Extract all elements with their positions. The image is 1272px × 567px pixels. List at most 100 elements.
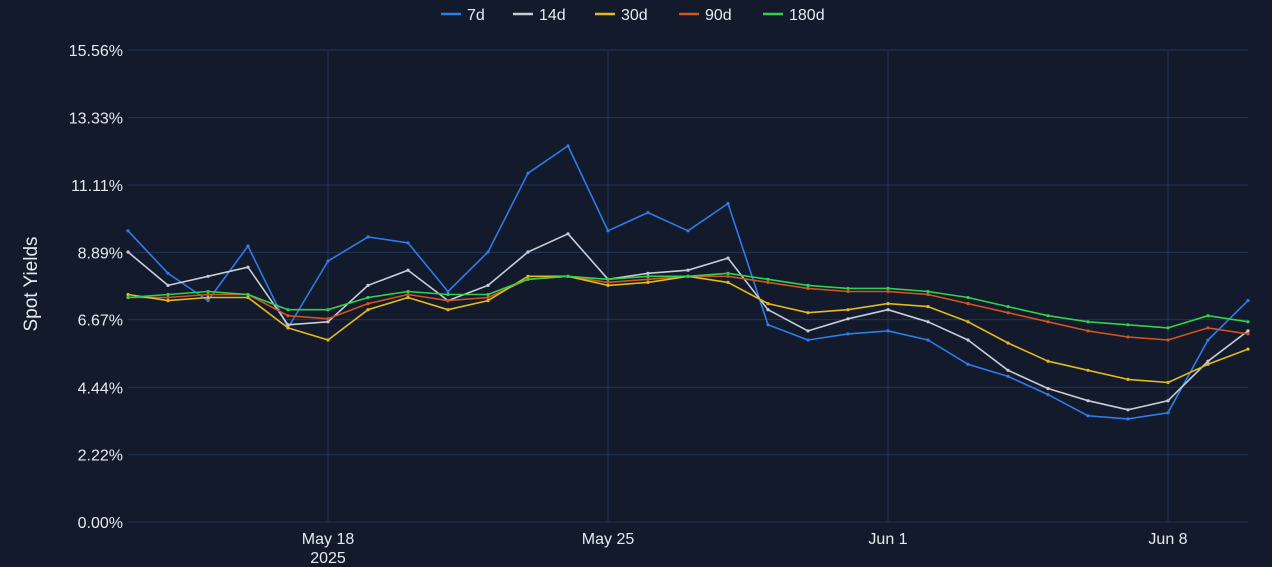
- series-line-14d: [127, 233, 1249, 411]
- data-point-90d: [766, 280, 770, 284]
- data-point-30d: [766, 302, 770, 306]
- data-point-14d: [566, 232, 570, 236]
- data-point-180d: [1166, 326, 1170, 330]
- data-point-180d: [126, 295, 130, 300]
- data-point-180d: [406, 289, 410, 294]
- y-tick-label: 11.11%: [71, 178, 123, 195]
- data-point-90d: [1246, 332, 1250, 336]
- data-point-14d: [366, 283, 370, 287]
- data-point-30d: [606, 283, 610, 287]
- data-point-30d: [1166, 380, 1170, 385]
- data-point-180d: [726, 271, 730, 275]
- data-point-7d: [166, 271, 170, 275]
- data-point-180d: [326, 308, 330, 312]
- data-point-7d: [1166, 411, 1170, 415]
- data-point-7d: [926, 338, 930, 342]
- data-point-14d: [966, 338, 970, 342]
- data-point-7d: [806, 338, 810, 342]
- data-point-90d: [166, 295, 170, 300]
- legend-item-180d[interactable]: 180d: [763, 7, 825, 24]
- data-point-90d: [806, 286, 810, 290]
- data-point-7d: [846, 332, 850, 336]
- data-point-30d: [646, 280, 650, 284]
- data-point-30d: [1086, 368, 1090, 372]
- legend-label: 90d: [705, 7, 732, 24]
- data-point-90d: [846, 289, 850, 294]
- data-point-180d: [1006, 305, 1010, 309]
- x-axis: May 18 2025 May 25 Jun 1 Jun 8: [302, 531, 1188, 567]
- data-point-7d: [686, 229, 690, 233]
- data-point-14d: [526, 250, 530, 254]
- legend-item-7d[interactable]: 7d: [441, 7, 485, 24]
- data-point-14d: [846, 317, 850, 321]
- data-point-90d: [486, 295, 490, 300]
- data-point-14d: [1046, 386, 1050, 391]
- data-point-180d: [566, 274, 570, 278]
- data-point-30d: [526, 274, 530, 278]
- data-point-30d: [406, 295, 410, 300]
- data-point-14d: [1166, 399, 1170, 403]
- legend-label: 14d: [539, 7, 566, 24]
- data-point-30d: [126, 292, 130, 297]
- data-point-90d: [1046, 320, 1050, 324]
- data-point-7d: [1046, 393, 1050, 397]
- legend[interactable]: 7d 14d 30d 90d 180d: [441, 7, 825, 24]
- data-point-30d: [1126, 377, 1130, 381]
- y-axis: 0.00% 2.22% 4.44% 6.67% 8.89% 11.11% 13.33% 15.…: [69, 43, 123, 532]
- data-point-30d: [886, 302, 890, 306]
- y-tick-label: 4.44%: [78, 380, 123, 397]
- data-point-14d: [926, 320, 930, 324]
- data-point-30d: [366, 308, 370, 312]
- data-point-7d: [326, 259, 330, 263]
- data-point-90d: [886, 289, 890, 294]
- data-point-7d: [726, 201, 730, 206]
- data-point-90d: [1206, 326, 1210, 330]
- data-point-30d: [206, 295, 210, 300]
- data-point-7d: [126, 229, 130, 233]
- data-point-14d: [246, 265, 250, 269]
- y-tick-label: 6.67%: [78, 313, 123, 330]
- data-point-30d: [286, 326, 290, 330]
- data-point-30d: [806, 311, 810, 315]
- data-point-180d: [246, 292, 250, 297]
- legend-item-90d[interactable]: 90d: [679, 7, 732, 24]
- legend-item-14d[interactable]: 14d: [513, 7, 566, 24]
- data-point-90d: [1166, 338, 1170, 342]
- x-tick-sublabel: 2025: [310, 550, 346, 567]
- data-point-7d: [366, 235, 370, 239]
- data-point-7d: [606, 229, 610, 233]
- data-point-90d: [326, 317, 330, 321]
- x-tick-label: May 25: [582, 531, 635, 548]
- data-point-14d: [686, 268, 690, 272]
- data-point-14d: [406, 268, 410, 272]
- y-tick-label: 2.22%: [78, 448, 123, 465]
- legend-label: 30d: [621, 7, 648, 24]
- data-point-180d: [1046, 314, 1050, 318]
- data-point-90d: [406, 292, 410, 297]
- data-point-14d: [206, 274, 210, 278]
- data-point-180d: [286, 308, 290, 312]
- legend-label: 7d: [467, 7, 485, 24]
- data-point-7d: [406, 241, 410, 245]
- data-point-14d: [1126, 408, 1130, 412]
- data-point-180d: [846, 286, 850, 290]
- data-point-7d: [1206, 338, 1210, 342]
- data-point-90d: [366, 302, 370, 306]
- x-tick-label: May 18: [302, 531, 355, 548]
- data-point-90d: [1006, 311, 1010, 315]
- legend-item-30d[interactable]: 30d: [595, 7, 648, 24]
- data-point-90d: [606, 280, 610, 284]
- data-point-180d: [926, 289, 930, 294]
- data-point-180d: [606, 277, 610, 281]
- data-point-90d: [206, 292, 210, 297]
- data-point-14d: [1006, 368, 1010, 372]
- data-point-180d: [1126, 323, 1130, 327]
- data-point-90d: [446, 299, 450, 303]
- data-point-30d: [1246, 347, 1250, 351]
- data-point-7d: [446, 289, 450, 294]
- y-tick-label: 0.00%: [78, 515, 123, 532]
- y-tick-label: 15.56%: [69, 43, 123, 60]
- x-tick-label: Jun 1: [868, 531, 907, 548]
- data-point-14d: [806, 329, 810, 333]
- data-point-7d: [246, 244, 250, 248]
